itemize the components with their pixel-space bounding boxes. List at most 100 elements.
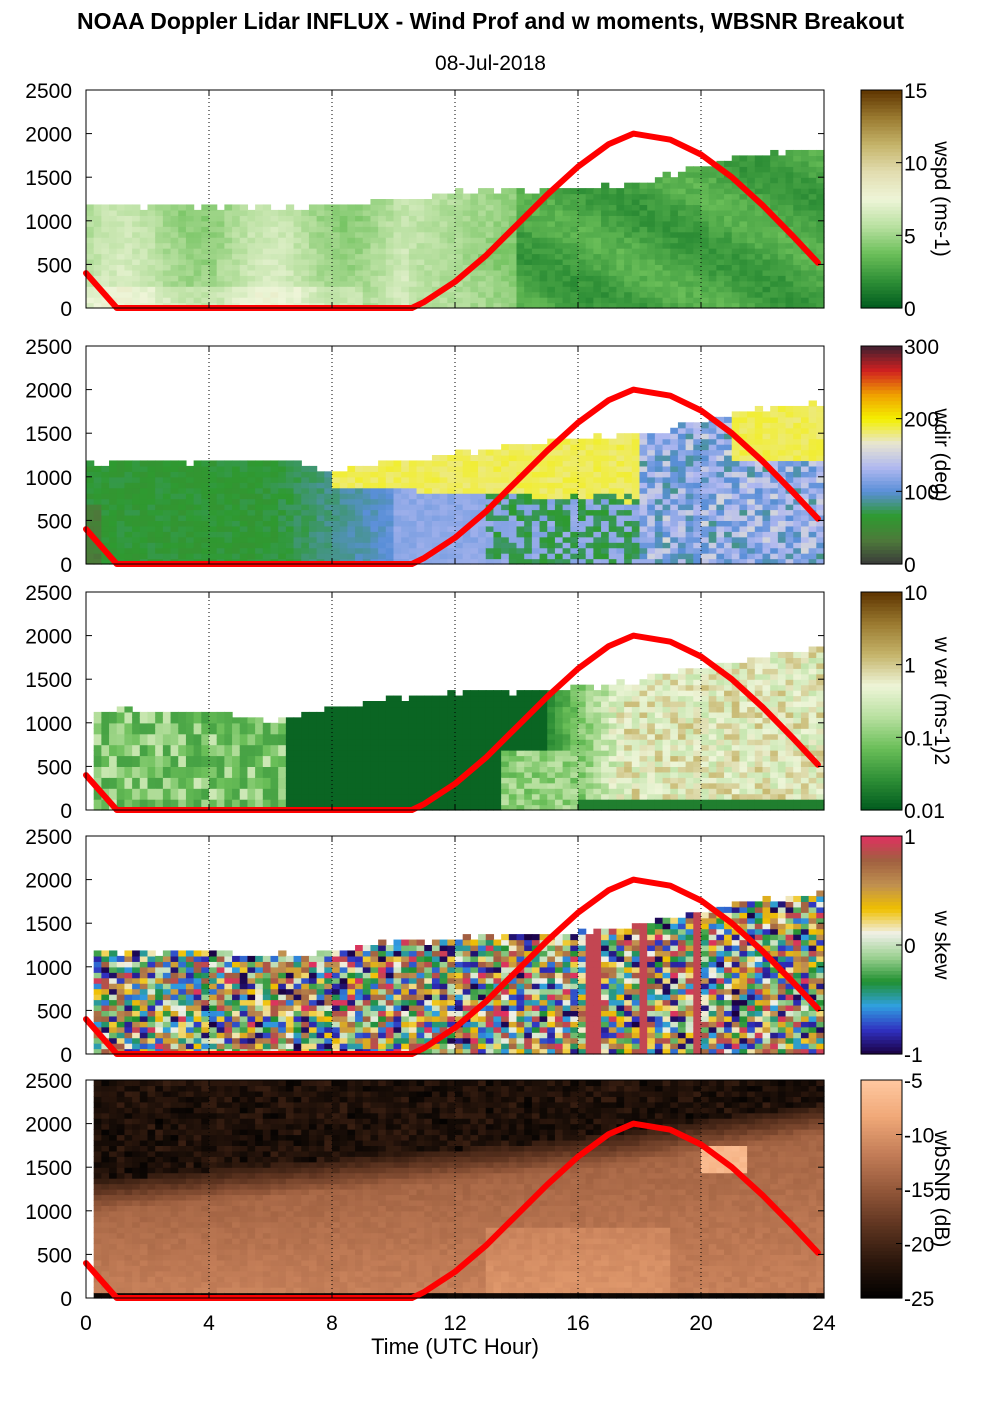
heatmap-cell xyxy=(493,275,502,282)
heatmap-cell xyxy=(631,297,641,304)
heatmap-cell xyxy=(608,242,618,249)
heatmap-cell xyxy=(293,226,302,233)
heatmap-cell xyxy=(178,525,187,532)
heatmap-cell xyxy=(708,433,717,440)
heatmap-cell xyxy=(355,531,364,538)
heatmap-cell xyxy=(785,531,794,538)
heatmap-cell xyxy=(185,536,195,543)
heatmap-cell xyxy=(716,476,725,483)
heatmap-cell xyxy=(247,531,256,538)
heatmap-cell xyxy=(793,416,802,423)
heatmap-cell xyxy=(524,297,533,304)
heatmap-cell xyxy=(501,460,510,467)
heatmap-cell xyxy=(770,258,779,265)
heatmap-cell xyxy=(239,231,249,238)
heatmap-cell xyxy=(478,188,487,195)
heatmap-cell xyxy=(785,177,794,184)
heatmap-cell xyxy=(608,465,618,472)
heatmap-cell xyxy=(670,482,679,489)
colorbar-segment xyxy=(861,297,902,302)
heatmap-cell xyxy=(316,482,325,489)
heatmap-cell xyxy=(324,728,333,735)
heatmap-cell xyxy=(578,248,587,255)
heatmap-cell xyxy=(239,520,249,527)
heatmap-cell xyxy=(239,209,249,216)
heatmap-cell xyxy=(585,291,594,298)
heatmap-cell xyxy=(324,476,333,483)
heatmap-cell xyxy=(762,248,771,255)
heatmap-cell xyxy=(793,258,802,265)
colorbar-segment xyxy=(861,400,902,405)
heatmap-cell xyxy=(608,253,618,260)
heatmap-cell xyxy=(170,275,179,282)
heatmap-cell xyxy=(332,520,341,527)
heatmap-cell xyxy=(647,226,656,233)
heatmap-cell xyxy=(808,438,817,445)
heatmap-cell xyxy=(262,286,272,293)
heatmap-cell xyxy=(378,471,387,478)
heatmap-cell xyxy=(339,231,348,238)
heatmap-cell xyxy=(485,498,495,505)
heatmap-cell xyxy=(462,487,471,494)
heatmap-cell xyxy=(677,493,687,500)
heatmap-cell xyxy=(493,455,502,462)
heatmap-cell xyxy=(86,520,95,527)
heatmap-cell xyxy=(601,188,610,195)
heatmap-cell xyxy=(216,253,225,260)
heatmap-cell xyxy=(301,226,310,233)
heatmap-cell xyxy=(308,226,318,233)
heatmap-cell xyxy=(601,193,610,200)
heatmap-cell xyxy=(554,553,564,560)
colorbar-segment xyxy=(861,129,902,135)
heatmap-cell xyxy=(693,542,702,549)
heatmap-cell xyxy=(385,286,395,293)
heatmap-cell xyxy=(808,498,817,505)
heatmap-cell xyxy=(639,275,648,282)
heatmap-cell xyxy=(739,455,748,462)
heatmap-cell xyxy=(447,455,456,462)
heatmap-cell xyxy=(562,476,571,483)
heatmap-cell xyxy=(693,558,702,565)
heatmap-cell xyxy=(301,264,310,271)
heatmap-cell xyxy=(93,253,102,260)
heatmap-cell xyxy=(393,248,402,255)
heatmap-cell xyxy=(278,209,287,216)
heatmap-cell xyxy=(416,493,425,500)
heatmap-cell xyxy=(731,487,741,494)
heatmap-cell xyxy=(724,504,733,511)
heatmap-cell xyxy=(724,199,733,206)
heatmap-cell xyxy=(147,231,156,238)
heatmap-cell xyxy=(616,476,625,483)
heatmap-cell xyxy=(693,433,702,440)
heatmap-cell xyxy=(362,531,372,538)
heatmap-cell xyxy=(193,553,202,560)
heatmap-cell xyxy=(478,297,487,304)
heatmap-cell xyxy=(608,553,618,560)
heatmap-cell xyxy=(554,531,564,538)
heatmap-cell xyxy=(139,733,149,740)
heatmap-cell xyxy=(639,525,648,532)
heatmap-cell xyxy=(485,542,495,549)
colorbar-segment xyxy=(861,289,902,295)
heatmap-cell xyxy=(185,799,195,806)
heatmap-cell xyxy=(162,799,172,806)
heatmap-cell xyxy=(677,302,687,309)
heatmap-cell xyxy=(324,766,333,773)
heatmap-cell xyxy=(455,553,464,560)
heatmap-cell xyxy=(570,264,579,271)
heatmap-cell xyxy=(762,242,771,249)
heatmap-cell xyxy=(631,531,641,538)
heatmap-cell xyxy=(654,525,664,532)
heatmap-cell xyxy=(547,487,556,494)
heatmap-cell xyxy=(708,449,717,456)
heatmap-cell xyxy=(316,253,325,260)
heatmap-cell xyxy=(455,286,464,293)
heatmap-cell xyxy=(293,728,302,735)
heatmap-cell xyxy=(754,465,764,472)
heatmap-cell xyxy=(601,231,610,238)
heatmap-cell xyxy=(762,275,771,282)
heatmap-cell xyxy=(677,547,687,554)
heatmap-cell xyxy=(239,297,249,304)
heatmap-cell xyxy=(93,237,102,244)
heatmap-cell xyxy=(785,297,794,304)
